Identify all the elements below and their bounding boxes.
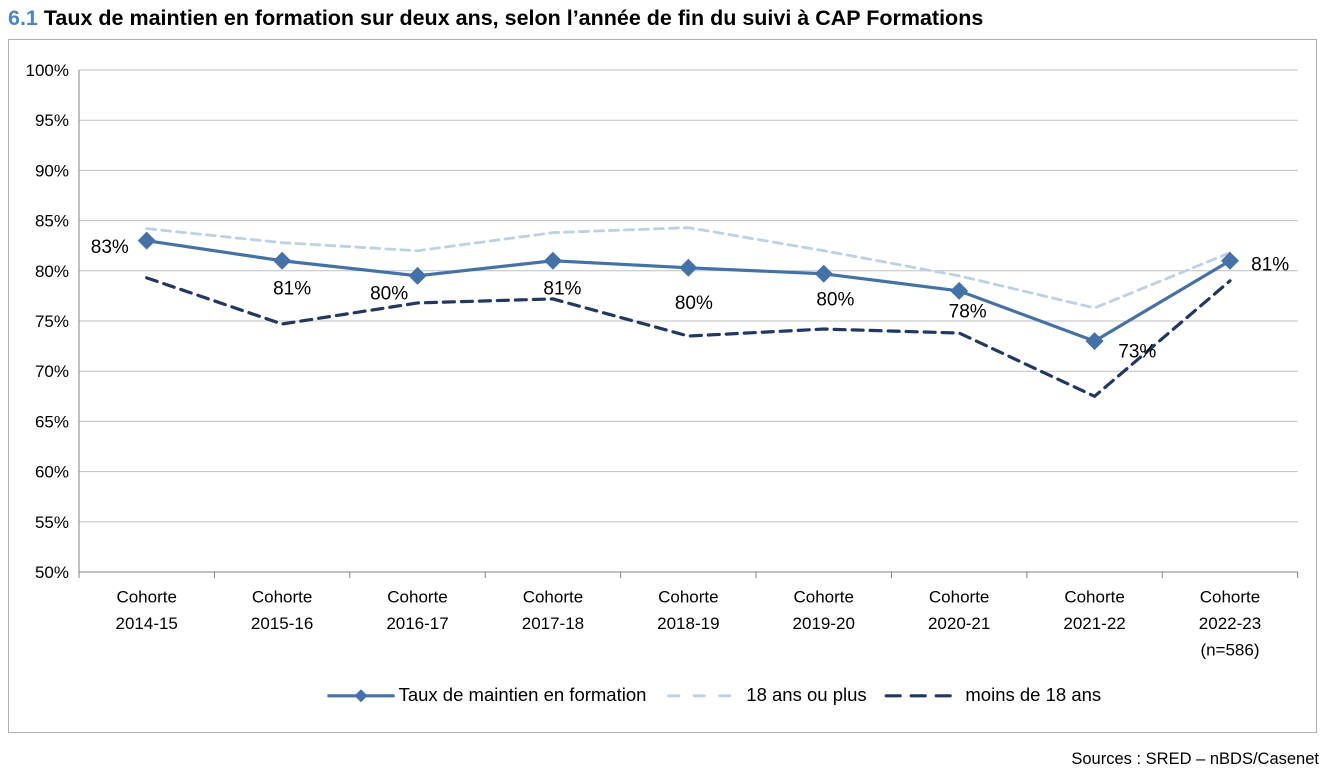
svg-text:55%: 55% bbox=[35, 513, 69, 532]
svg-text:75%: 75% bbox=[35, 312, 69, 331]
svg-text:2019-20: 2019-20 bbox=[793, 614, 855, 633]
svg-text:50%: 50% bbox=[35, 563, 69, 582]
svg-text:Cohorte: Cohorte bbox=[1064, 587, 1124, 606]
svg-text:85%: 85% bbox=[35, 212, 69, 231]
svg-text:81%: 81% bbox=[273, 279, 311, 300]
svg-text:2014-15: 2014-15 bbox=[116, 614, 178, 633]
svg-text:2018-19: 2018-19 bbox=[657, 614, 719, 633]
svg-text:Cohorte: Cohorte bbox=[658, 587, 718, 606]
svg-text:81%: 81% bbox=[543, 279, 581, 300]
svg-text:Cohorte: Cohorte bbox=[116, 587, 176, 606]
svg-text:70%: 70% bbox=[35, 362, 69, 381]
svg-text:2021-22: 2021-22 bbox=[1063, 614, 1125, 633]
svg-text:90%: 90% bbox=[35, 161, 69, 180]
svg-text:78%: 78% bbox=[949, 301, 987, 322]
svg-text:65%: 65% bbox=[35, 412, 69, 431]
svg-text:(n=586): (n=586) bbox=[1200, 640, 1259, 659]
svg-text:80%: 80% bbox=[675, 293, 713, 314]
svg-text:95%: 95% bbox=[35, 111, 69, 130]
svg-text:73%: 73% bbox=[1118, 341, 1156, 362]
svg-text:81%: 81% bbox=[1251, 255, 1289, 276]
svg-text:80%: 80% bbox=[370, 283, 408, 304]
svg-text:Cohorte: Cohorte bbox=[1200, 587, 1260, 606]
svg-text:Cohorte: Cohorte bbox=[523, 587, 583, 606]
svg-text:2017-18: 2017-18 bbox=[522, 614, 584, 633]
svg-text:Cohorte: Cohorte bbox=[252, 587, 312, 606]
svg-text:Cohorte: Cohorte bbox=[794, 587, 854, 606]
svg-text:80%: 80% bbox=[816, 290, 854, 311]
svg-text:Cohorte: Cohorte bbox=[387, 587, 447, 606]
svg-text:2015-16: 2015-16 bbox=[251, 614, 313, 633]
svg-text:Cohorte: Cohorte bbox=[929, 587, 989, 606]
svg-text:2020-21: 2020-21 bbox=[928, 614, 990, 633]
svg-text:2016-17: 2016-17 bbox=[386, 614, 448, 633]
svg-text:2022-23: 2022-23 bbox=[1199, 614, 1261, 633]
svg-text:100%: 100% bbox=[26, 61, 69, 80]
svg-text:60%: 60% bbox=[35, 463, 69, 482]
svg-text:80%: 80% bbox=[35, 262, 69, 281]
svg-text:83%: 83% bbox=[91, 237, 129, 258]
